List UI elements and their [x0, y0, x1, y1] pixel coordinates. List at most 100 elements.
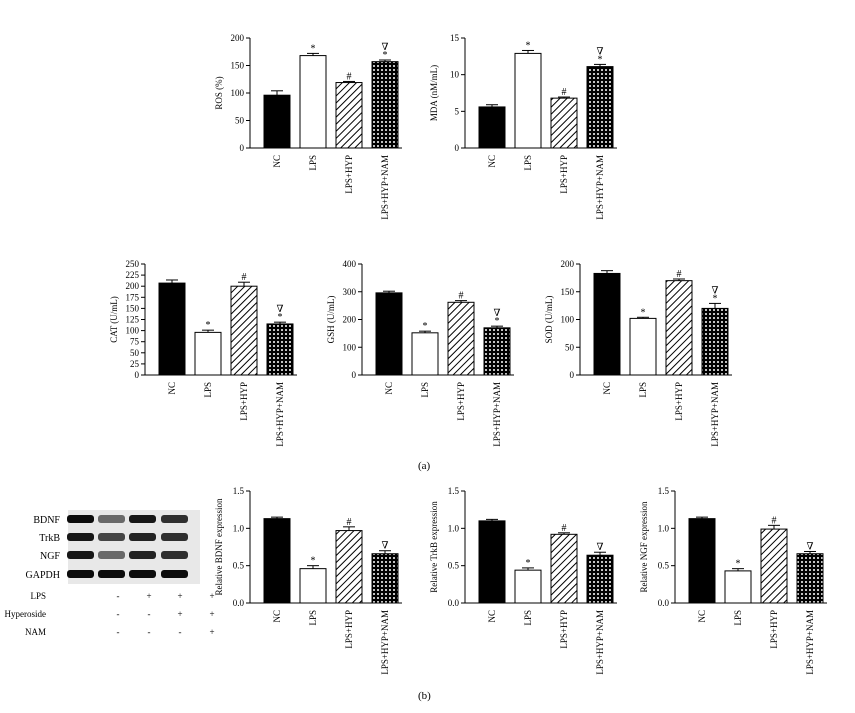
y-tick-label: 0.5	[658, 561, 670, 571]
bar-LPS+HYP+NAM	[371, 553, 399, 604]
chart-bdnf: 0.0 0.5 1.0 1.5 Relative BDNF expression NC * L…	[214, 486, 402, 675]
chart-ngf: 0.0 0.5 1.0 1.5 Relative NGF expression NC * LP…	[639, 486, 827, 675]
x-tick-label: LPS	[420, 382, 430, 398]
y-tick-label: 50	[235, 116, 245, 126]
blot-band	[67, 533, 94, 541]
bar-NC	[263, 518, 291, 604]
significance-mark: ∇	[494, 308, 501, 319]
x-tick-label: LPS	[203, 382, 213, 398]
x-tick-label: LPS	[523, 610, 533, 626]
significance-mark: ∇	[277, 304, 284, 315]
significance-mark: #	[562, 523, 567, 534]
significance-mark: *	[641, 307, 646, 318]
y-tick-label: 0.0	[448, 598, 460, 608]
y-tick-label: 100	[343, 342, 357, 352]
significance-mark: *	[423, 321, 428, 332]
blot-band	[129, 533, 156, 541]
y-tick-label: 0.5	[448, 561, 460, 571]
y-tick-label: 200	[231, 33, 245, 43]
y-tick-label: 200	[561, 259, 575, 269]
y-tick-label: 0	[455, 143, 460, 153]
blot-band-label-ngf: NGF	[40, 551, 60, 562]
blot-band	[129, 570, 156, 578]
bar-LPS+HYP	[550, 533, 578, 604]
y-tick-label: 0	[135, 370, 140, 380]
x-tick-label: NC	[602, 382, 612, 395]
bar-LPS+HYP	[230, 285, 258, 376]
y-tick-label: 100	[231, 88, 245, 98]
y-tick-label: 50	[130, 348, 140, 358]
significance-mark: #	[772, 515, 777, 526]
significance-mark: #	[562, 87, 567, 98]
y-axis-label: Relative BDNF expression	[214, 498, 224, 595]
y-tick-label: 150	[231, 61, 245, 71]
treatment-label: LPS	[30, 591, 46, 601]
blot-band	[129, 551, 156, 559]
treatment-mark: -	[117, 591, 120, 601]
significance-mark: *	[383, 50, 388, 61]
blot-band	[161, 570, 188, 578]
bar-LPS	[299, 568, 327, 604]
significance-mark: #	[459, 291, 464, 302]
panel-label-b: (b)	[418, 690, 431, 702]
blot-band	[161, 515, 188, 523]
significance-mark: *	[598, 54, 603, 65]
bar-NC	[158, 282, 186, 376]
significance-mark: *	[526, 558, 531, 569]
x-tick-label: NC	[272, 155, 282, 168]
blot-band	[67, 515, 94, 523]
treatment-mark: +	[146, 591, 151, 601]
significance-mark: ∇	[712, 285, 719, 296]
blot-band	[67, 570, 94, 578]
x-tick-label: LPS+HYP+NAM	[275, 382, 285, 447]
y-tick-label: 10	[450, 70, 460, 80]
x-tick-label: LPS	[733, 610, 743, 626]
y-tick-label: 5	[455, 106, 460, 116]
blot-bands	[67, 510, 200, 584]
y-tick-label: 50	[565, 342, 575, 352]
x-tick-label: LPS+HYP+NAM	[710, 382, 720, 447]
bar-LPS	[514, 569, 542, 604]
x-tick-label: LPS+HYP+NAM	[595, 610, 605, 675]
x-tick-label: LPS+HYP	[769, 610, 779, 649]
bar-LPS	[411, 332, 439, 376]
y-tick-label: 200	[343, 315, 357, 325]
y-tick-label: 150	[126, 303, 140, 313]
bar-LPS	[629, 317, 657, 376]
y-axis-label: SOD (U/mL)	[544, 296, 554, 344]
significance-mark: ∇	[382, 42, 389, 53]
y-tick-label: 225	[126, 270, 140, 280]
y-axis-label: Relative NGF expression	[639, 501, 649, 592]
y-tick-label: 1.5	[658, 486, 670, 496]
blot-band-label-trkb: TrkB	[39, 533, 60, 544]
x-tick-label: LPS+HYP+NAM	[595, 155, 605, 220]
significance-mark: #	[242, 272, 247, 283]
treatment-label: Hyperoside	[5, 609, 47, 619]
blot-treatment-table: LPS - + + + Hyperoside - - + + NAM - - - +	[5, 591, 215, 637]
x-tick-label: LPS+HYP+NAM	[380, 610, 390, 675]
significance-mark: #	[677, 269, 682, 280]
x-tick-label: NC	[167, 382, 177, 395]
x-tick-label: NC	[487, 610, 497, 623]
blot-band	[98, 515, 125, 523]
blot-band	[98, 551, 125, 559]
blot-band-label-bdnf: BDNF	[33, 515, 60, 526]
bar-LPS	[724, 570, 752, 604]
y-axis-label: GSH (U/mL)	[326, 296, 336, 344]
bar-LPS+HYP+NAM	[796, 553, 824, 604]
y-tick-label: 200	[126, 281, 140, 291]
blot-band	[98, 533, 125, 541]
bar-LPS+HYP	[335, 82, 363, 149]
y-axis-label: MDA (nM/mL)	[429, 65, 439, 121]
significance-mark: #	[347, 71, 352, 82]
treatment-mark: -	[148, 609, 151, 619]
treatment-mark: -	[117, 627, 120, 637]
bar-LPS+HYP	[447, 301, 475, 376]
x-tick-label: LPS+HYP	[456, 382, 466, 421]
panel-label-a: (a)	[418, 460, 431, 472]
y-tick-label: 0.5	[233, 561, 245, 571]
